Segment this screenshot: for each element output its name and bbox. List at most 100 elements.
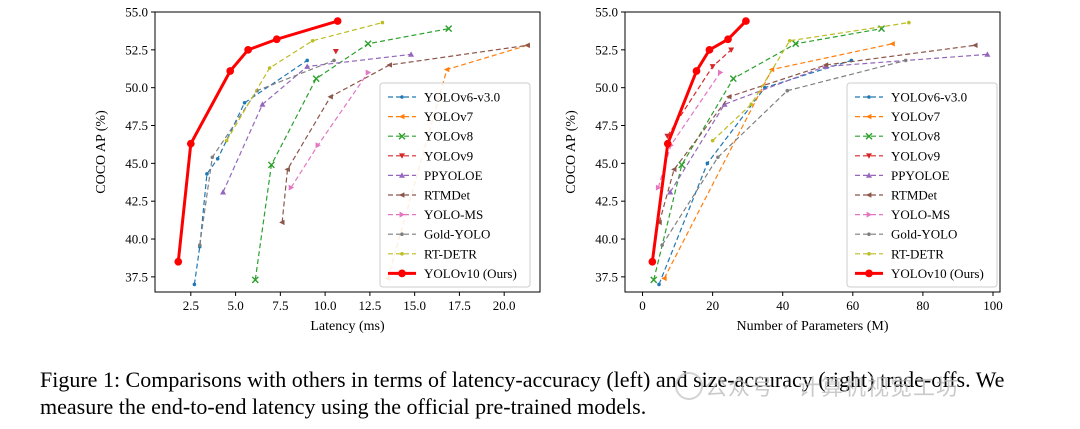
data-point [315, 142, 321, 149]
data-point [792, 40, 800, 48]
data-point [717, 69, 724, 76]
data-point [445, 25, 453, 33]
series-yolov10-ours [174, 17, 342, 266]
data-point [205, 172, 209, 176]
data-point [272, 35, 281, 44]
series-line [650, 20, 747, 262]
data-point [327, 94, 333, 100]
legend-item-yolov6-v3-0: YOLOv6-v3.0 [855, 90, 967, 105]
size-accuracy-chart: 0 20 40 60 80 100 37.5 40.0 42.5 45.0 47.5 50.0 52.5… [564, 5, 1003, 335]
legend-label: YOLOv8 [891, 129, 940, 144]
y-tick-label: 45.0 [595, 156, 618, 171]
x-tick-label: 2.5 [183, 298, 199, 313]
legend-item-rt-detr: RT-DETR [855, 246, 944, 261]
data-point [380, 20, 385, 25]
data-point [692, 67, 701, 75]
y-tick-label: 42.5 [595, 194, 618, 209]
series-yolov9 [664, 47, 735, 140]
axes-frame [154, 11, 541, 293]
data-point [768, 66, 775, 73]
legend-item-gold-yolo: Gold-YOLO [855, 227, 957, 242]
watermark-logo-icon [675, 372, 703, 400]
x-tick-label: 15.0 [403, 298, 426, 313]
data-point [443, 66, 450, 73]
legend-marker [866, 153, 872, 159]
data-point [226, 67, 235, 75]
x-tick-label: 40 [776, 298, 789, 313]
data-point [224, 138, 229, 143]
legend-marker [866, 172, 872, 178]
watermark-text: 公众号 · 计算机视觉工坊 [705, 376, 959, 401]
x-axis-label: Number of Parameters (M) [736, 319, 888, 334]
data-point [663, 139, 672, 148]
data-point [304, 63, 311, 69]
series-line [661, 59, 906, 246]
legend-item-yolov7: YOLOv7 [855, 109, 941, 124]
legend-item-rtmdet: RTMDet [855, 188, 938, 203]
data-point [215, 157, 220, 161]
legend-label: YOLOv9 [891, 148, 940, 163]
series-rtmdet [279, 42, 530, 226]
series-rt-detr [710, 20, 911, 143]
data-point [907, 20, 911, 25]
data-point [220, 189, 227, 195]
series-yolov8 [251, 25, 453, 284]
data-point [749, 102, 753, 107]
figure-caption: Figure 1: Comparisons with others in ter… [40, 367, 1005, 419]
y-axis-label: COCO AP (%) [564, 110, 579, 194]
series-gold-yolo [660, 58, 908, 247]
data-point [655, 184, 662, 191]
data-point [244, 45, 252, 54]
data-point [210, 155, 215, 160]
data-point [787, 38, 792, 43]
legend-item-yolo-ms: YOLO-MS [855, 207, 950, 222]
x-tick-label: 80 [916, 298, 929, 313]
series-yolov7 [661, 41, 895, 282]
x-tick-label: 20.0 [493, 298, 516, 313]
y-tick-label: 50.0 [125, 80, 148, 95]
series-line [176, 19, 339, 262]
legend-label: RTMDet [424, 188, 471, 203]
legend-marker [866, 192, 872, 198]
y-axis-label: COCO AP (%) [94, 110, 109, 194]
legend-marker [400, 232, 404, 236]
legend-label: YOLOv10 (Ours) [891, 266, 984, 281]
data-point [364, 40, 372, 48]
series-line [658, 59, 852, 285]
data-point [310, 38, 315, 43]
legend-label: PPYOLOE [424, 168, 483, 183]
data-point [705, 45, 714, 54]
data-point [332, 58, 336, 63]
data-point [657, 282, 661, 287]
legend: YOLOv6-v3.0 YOLOv7 YOLOv8 YOLOv9 PPYOLOE RTMD… [379, 82, 531, 288]
y-tick-label: 47.5 [125, 118, 148, 133]
legend-item-yolo-ms: YOLO-MS [388, 207, 483, 222]
legend-box [379, 82, 531, 288]
y-tick-label: 52.5 [595, 42, 618, 57]
legend-label: RT-DETR [424, 246, 477, 261]
data-point [785, 88, 790, 93]
data-point [524, 42, 530, 48]
data-point [716, 155, 720, 160]
data-point [671, 166, 677, 173]
data-point [408, 51, 415, 57]
y-tick-label: 52.5 [125, 42, 148, 57]
series-yolov9 [332, 48, 339, 55]
x-tick-label: 60 [846, 298, 859, 313]
legend-marker [398, 269, 406, 278]
x-tick-label: 100 [983, 298, 1003, 313]
series-line [193, 59, 308, 285]
legend-marker [399, 172, 405, 178]
y-tick-label: 47.5 [595, 118, 618, 133]
x-tick-label: 17.5 [448, 298, 471, 313]
data-point [174, 257, 183, 266]
figure: 2.5 5.0 7.5 10.0 12.5 15.0 17.5 20.0 37.5 40.0 42.… [94, 5, 1003, 335]
data-point [332, 48, 339, 55]
y-tick-label: 55.0 [595, 5, 618, 20]
x-tick-label: 12.5 [359, 298, 382, 313]
legend-marker [399, 211, 405, 218]
legend-item-ppyoloe: PPYOLOE [388, 168, 483, 183]
legend-item-yolov10-ours: YOLOv10 (Ours) [855, 266, 984, 281]
legend-label: YOLOv10 (Ours) [424, 266, 517, 281]
data-point [705, 161, 710, 166]
